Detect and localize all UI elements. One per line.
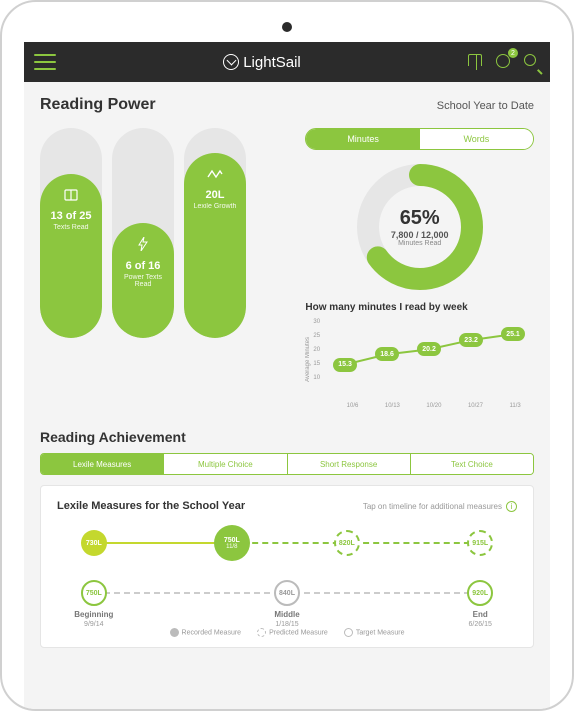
right-column: MinutesWords 65% 7,800 / 12,000 Minutes … (305, 128, 534, 409)
timeline-node[interactable]: 920L (467, 580, 493, 606)
ytick: 30 (313, 319, 320, 325)
timeline-node[interactable]: 820L (334, 530, 360, 556)
brand: LightSail (223, 54, 301, 71)
tab[interactable]: Text Choice (411, 454, 533, 474)
top-bar: LightSail 2 (24, 42, 550, 82)
minutes-words-toggle[interactable]: MinutesWords (305, 128, 534, 150)
timeline-bottom-row: 750LBeginning9/9/14840LMiddle1/18/15920L… (57, 580, 517, 616)
legend-item: Target Measure (344, 628, 405, 637)
xtick: 10/6 (347, 403, 359, 409)
info-icon[interactable]: i (506, 501, 517, 512)
xtick: 11/3 (509, 403, 520, 409)
tab[interactable]: Lexile Measures (41, 454, 164, 474)
tab[interactable]: Multiple Choice (164, 454, 287, 474)
progress-donut: 65% 7,800 / 12,000 Minutes Read (355, 162, 485, 292)
pill-value: 13 of 25 (51, 210, 92, 222)
yaxis-label: Average Minutes (305, 337, 311, 382)
timeline-node[interactable]: 915L (467, 530, 493, 556)
panel-hint: Tap on timeline for additional measures … (363, 501, 517, 512)
bolt-icon (138, 237, 148, 254)
ytick: 10 (313, 375, 320, 381)
donut-fraction: 7,800 / 12,000 (391, 230, 449, 240)
xtick: 10/20 (426, 403, 441, 409)
notifications-badge: 2 (508, 48, 518, 58)
page-title: Reading Power (40, 96, 156, 114)
timeline-node[interactable]: 730L (81, 530, 107, 556)
data-point: 23.2 (459, 333, 483, 347)
lexile-timeline[interactable]: 730L750L11/8820L915L 750LBeginning9/9/14… (57, 530, 517, 620)
donut-percent: 65% (400, 207, 440, 230)
progress-pill[interactable]: 13 of 25 Texts Read (40, 128, 102, 338)
progress-pill[interactable]: 20L Lexile Growth (184, 128, 246, 338)
xaxis-ticks: 10/6 10/13 10/20 10/27 11/3 (333, 403, 534, 409)
timeline-label: End6/26/15 (469, 610, 492, 629)
achievement-title: Reading Achievement (40, 429, 534, 445)
pill-value: 6 of 16 (126, 260, 161, 272)
search-icon[interactable] (524, 54, 540, 70)
pill-label: Texts Read (47, 224, 94, 231)
toggle-option[interactable]: Words (420, 129, 533, 149)
tab[interactable]: Short Response (288, 454, 411, 474)
timeline-label: Middle1/18/15 (274, 610, 299, 629)
yaxis-ticks: 30 25 20 15 10 (313, 319, 324, 381)
lexile-panel: Lexile Measures for the School Year Tap … (40, 485, 534, 648)
data-point: 15.3 (333, 358, 357, 372)
donut-label: Minutes Read (398, 240, 441, 247)
library-icon[interactable] (468, 54, 484, 70)
ytick: 15 (313, 361, 320, 367)
timeline-node[interactable]: 750L11/8 (214, 525, 250, 561)
pill-value: 20L (206, 189, 225, 201)
wave-icon (207, 167, 223, 183)
device-camera (282, 22, 292, 32)
timeline-top-row: 730L750L11/8820L915L (57, 530, 517, 566)
progress-pills: 13 of 25 Texts Read 6 of 16 Power Texts Rea… (40, 128, 291, 338)
settings-icon[interactable]: 2 (496, 54, 512, 70)
brand-logo-icon (223, 54, 239, 70)
topbar-actions: 2 (468, 54, 540, 70)
weekly-line-chart: Average Minutes 30 25 20 15 10 15.3 18.6 20.2 2… (305, 319, 534, 399)
weekly-chart-title: How many minutes I read by week (305, 302, 534, 313)
donut-wrap: 65% 7,800 / 12,000 Minutes Read (305, 162, 534, 292)
progress-pill[interactable]: 6 of 16 Power Texts Read (112, 128, 174, 338)
pill-label: Lexile Growth (188, 203, 243, 210)
menu-icon[interactable] (34, 54, 56, 70)
legend-item: Recorded Measure (170, 628, 242, 637)
reading-power-section: 13 of 25 Texts Read 6 of 16 Power Texts Rea… (40, 128, 534, 409)
ytick: 25 (313, 333, 320, 339)
data-point: 20.2 (417, 342, 441, 356)
date-range: School Year to Date (437, 100, 534, 112)
xtick: 10/27 (468, 403, 483, 409)
panel-title: Lexile Measures for the School Year (57, 500, 245, 512)
tablet-frame: LightSail 2 Reading Power School Year to… (0, 0, 574, 711)
header-row: Reading Power School Year to Date (40, 96, 534, 114)
chart-plot: 15.3 18.6 20.2 23.2 25.1 (324, 319, 534, 381)
achievement-tabs[interactable]: Lexile MeasuresMultiple ChoiceShort Resp… (40, 453, 534, 475)
ytick: 20 (313, 347, 320, 353)
data-point: 25.1 (501, 327, 525, 341)
content: Reading Power School Year to Date 13 of … (24, 82, 550, 709)
toggle-option[interactable]: Minutes (306, 129, 419, 149)
data-point: 18.6 (375, 347, 399, 361)
timeline-label: Beginning9/9/14 (74, 610, 113, 629)
xtick: 10/13 (385, 403, 400, 409)
timeline-node[interactable]: 840L (274, 580, 300, 606)
book-icon (64, 188, 78, 204)
timeline-node[interactable]: 750L (81, 580, 107, 606)
pill-label: Power Texts Read (112, 274, 174, 288)
app-screen: LightSail 2 Reading Power School Year to… (24, 42, 550, 709)
brand-name: LightSail (243, 54, 301, 71)
